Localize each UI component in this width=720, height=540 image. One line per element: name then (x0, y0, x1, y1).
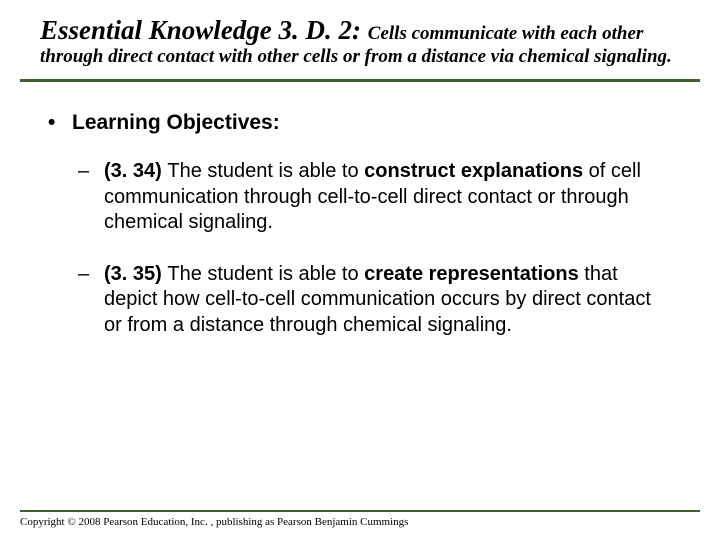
objective-item-2: (3. 35) The student is able to create re… (78, 262, 672, 339)
footer: Copyright © 2008 Pearson Education, Inc.… (20, 510, 700, 528)
footer-line (20, 510, 700, 512)
title-desc-cont: through direct contact with other cells … (40, 46, 680, 69)
content-heading: Learning Objectives: (48, 110, 672, 137)
title-main: Essential Knowledge 3. D. 2: (40, 15, 368, 45)
title-desc-inline: Cells communicate with each other (368, 23, 644, 44)
footer-text: Copyright © 2008 Pearson Education, Inc.… (20, 516, 700, 528)
objective-text-before: The student is able to (167, 263, 364, 285)
objective-code: (3. 34) (104, 160, 167, 182)
title-block: Essential Knowledge 3. D. 2: Cells commu… (0, 0, 720, 69)
objective-text-bold: construct explanations (364, 160, 583, 182)
slide: Essential Knowledge 3. D. 2: Cells commu… (0, 0, 720, 540)
objective-item-1: (3. 34) The student is able to construct… (78, 159, 672, 236)
content: Learning Objectives: (3. 34) The student… (0, 82, 720, 338)
objective-code: (3. 35) (104, 263, 167, 285)
objective-text-before: The student is able to (167, 160, 364, 182)
objective-text-bold: create representations (364, 263, 579, 285)
